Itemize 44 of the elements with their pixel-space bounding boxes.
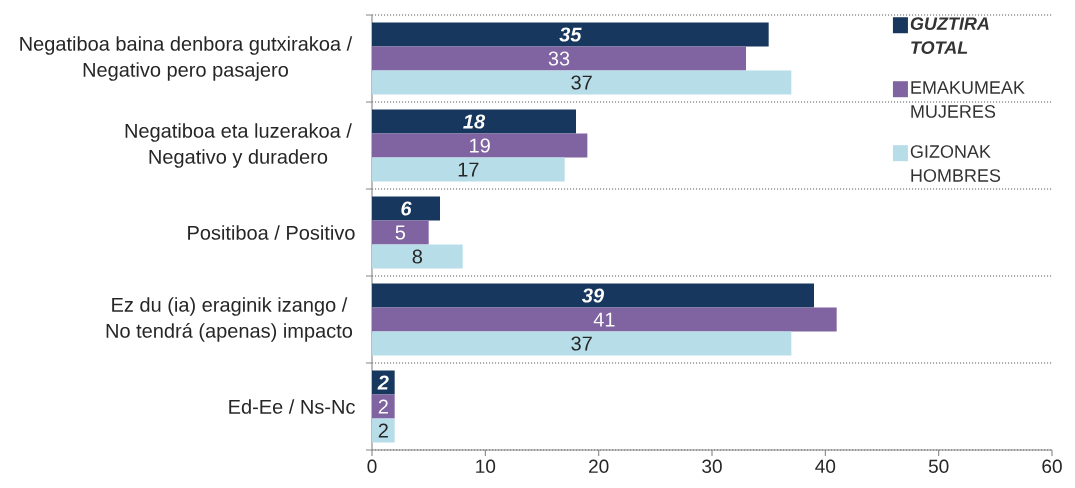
bar	[372, 244, 463, 269]
data-label: 2	[377, 375, 389, 390]
data-label: 41	[593, 312, 615, 327]
bar	[372, 283, 815, 308]
data-label: 5	[395, 225, 406, 240]
data-label: 8	[412, 249, 423, 264]
data-label: 37	[571, 336, 592, 351]
bar	[372, 157, 565, 182]
y-tick-label: Negatiboa baina denbora gutxirakoa / Negativo pero pasajero	[20, 36, 353, 81]
data-label: 2	[378, 423, 388, 438]
data-label: 18	[463, 114, 486, 129]
y-tick-label: Ed-Ee / Ns-Nc	[229, 399, 355, 414]
x-tick-label: 50	[928, 459, 949, 473]
y-tick-label: Positiboa / Positivo	[188, 225, 355, 240]
bar	[372, 22, 769, 47]
x-tick-label: 60	[1042, 459, 1062, 473]
data-label: 6	[401, 201, 412, 216]
bar	[372, 70, 792, 95]
y-tick-label: Negatiboa eta luzerakoa / Negativo y duradero	[125, 123, 352, 168]
legend-label: GUZTIRA TOTAL	[910, 17, 989, 54]
data-label: 17	[458, 162, 479, 177]
y-tick-label: Ez du (ia) eraginik izango / No tendrá (apenas) impacto	[106, 297, 353, 342]
bar	[372, 46, 747, 71]
bar	[372, 394, 395, 419]
legend-label: GIZONAK HOMBRES	[910, 145, 1001, 182]
bar	[372, 418, 395, 443]
x-tick-label: 0	[367, 459, 377, 473]
data-label: 39	[582, 288, 605, 303]
bar	[372, 307, 837, 332]
data-label: 19	[470, 138, 490, 153]
data-label: 2	[378, 399, 388, 414]
bar	[372, 133, 588, 158]
data-label: 35	[559, 27, 582, 42]
bar	[372, 196, 441, 221]
x-tick-label: 40	[815, 459, 836, 473]
x-tick-label: 30	[702, 459, 722, 473]
legend-label: EMAKUMEAK MUJERES	[911, 81, 1025, 118]
bar	[372, 331, 792, 356]
x-tick-label: 10	[476, 459, 496, 473]
data-label: 37	[571, 75, 592, 90]
data-label: 33	[548, 51, 570, 66]
x-tick-label: 20	[589, 459, 609, 473]
bar	[372, 109, 577, 134]
bar	[372, 220, 429, 245]
